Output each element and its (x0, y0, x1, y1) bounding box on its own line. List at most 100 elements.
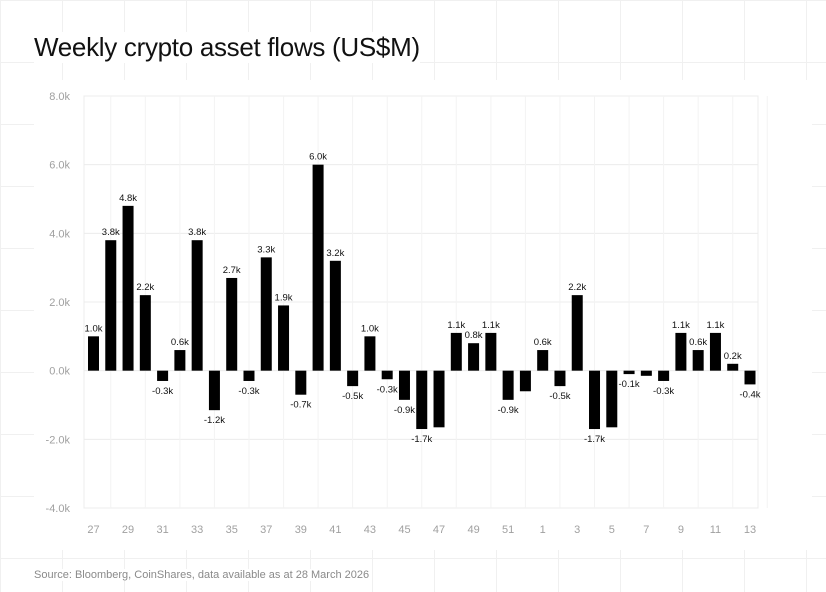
bar (347, 370, 359, 387)
x-tick-label: 7 (643, 524, 649, 536)
bar (364, 336, 376, 371)
data-label: -1.2k (204, 415, 225, 426)
bar (226, 277, 238, 371)
data-label: 1.9k (275, 292, 293, 303)
data-label: 3.3k (257, 244, 275, 255)
bar (329, 260, 341, 371)
data-label: 6.0k (309, 152, 327, 163)
bar (157, 370, 169, 381)
x-tick-label: 13 (744, 524, 756, 536)
bar (88, 336, 99, 371)
x-tick-label: 31 (156, 524, 168, 536)
y-tick-label: 2.0k (49, 297, 70, 309)
data-label: -0.3k (152, 386, 173, 397)
x-tick-label: 43 (364, 524, 376, 536)
data-label: -0.7k (290, 400, 311, 411)
data-label: 3.8k (102, 227, 120, 238)
data-label: -0.3k (238, 386, 259, 397)
bar (727, 363, 739, 371)
y-tick-label: 0.0k (49, 366, 70, 378)
data-label: 1.0k (361, 323, 379, 334)
bar (208, 370, 220, 411)
bar (105, 240, 117, 371)
data-label: -0.5k (342, 391, 363, 402)
bars (88, 164, 756, 430)
data-label: 4.8k (119, 193, 137, 204)
data-label: 2.7k (223, 265, 241, 276)
y-tick-label: 4.0k (49, 228, 70, 240)
bar (640, 370, 652, 376)
x-tick-label: 35 (226, 524, 238, 536)
source-note: Source: Bloomberg, CoinShares, data avai… (34, 569, 370, 581)
bar (468, 343, 480, 371)
bar (433, 370, 445, 428)
data-label: 0.8k (465, 330, 483, 341)
y-tick-label: 8.0k (49, 91, 70, 103)
gridlines (83, 95, 768, 509)
x-tick-label: 49 (467, 524, 479, 536)
bar (571, 295, 583, 371)
y-tick-label: -2.0k (46, 434, 71, 446)
data-label: 1.1k (672, 320, 690, 331)
bar (709, 332, 721, 371)
x-tick-label: 33 (191, 524, 203, 536)
y-tick-label: 6.0k (49, 160, 70, 172)
data-labels: 1.0k 3.8k 4.8k 2.2k -0.3k 0.6k 3.8k -1.2k 2.7k -0… (85, 152, 761, 445)
data-label: 0.6k (171, 337, 189, 348)
bar (243, 370, 255, 381)
chart-title: Weekly crypto asset flows (US$M) (34, 32, 420, 63)
data-label: 1.1k (447, 320, 465, 331)
x-tick-label: 1 (540, 524, 546, 536)
bar (589, 370, 601, 430)
y-tick-label: -4.0k (46, 503, 71, 515)
data-label: -1.7k (411, 434, 432, 445)
x-tick-label: 45 (398, 524, 410, 536)
bar (191, 240, 203, 371)
bar (381, 370, 393, 380)
bar (174, 350, 186, 371)
data-label: 1.1k (706, 320, 724, 331)
x-tick-label: 11 (710, 524, 721, 536)
bar (485, 332, 497, 371)
data-label: -0.3k (377, 384, 398, 395)
data-label: -0.1k (619, 379, 640, 390)
data-label: 1.1k (482, 320, 500, 331)
data-label: 0.6k (689, 337, 707, 348)
bar (537, 350, 549, 371)
x-tick-label: 27 (87, 524, 99, 536)
bar (675, 332, 687, 371)
data-label: -0.4k (739, 389, 760, 400)
data-label: 0.2k (724, 351, 742, 362)
chart-panel (34, 80, 812, 550)
data-label: -0.5k (549, 391, 570, 402)
x-tick-label: 47 (433, 524, 445, 536)
x-tick-label: 39 (295, 524, 307, 536)
bar (692, 350, 704, 371)
data-label: 1.0k (85, 323, 103, 334)
bar (398, 370, 410, 400)
bar (554, 370, 566, 387)
data-label: -0.9k (498, 405, 519, 416)
data-label: 2.2k (568, 282, 586, 293)
bar (416, 370, 428, 430)
x-tick-label: 51 (502, 524, 514, 536)
x-tick-label: 29 (122, 524, 134, 536)
data-label: 2.2k (136, 282, 154, 293)
bar (623, 370, 635, 375)
data-label: 0.6k (534, 337, 552, 348)
x-tick-label: 9 (678, 524, 684, 536)
bar (519, 370, 531, 392)
data-label: -0.3k (653, 386, 674, 397)
x-tick-label: 37 (260, 524, 272, 536)
bar (312, 164, 324, 371)
data-label: 3.2k (326, 248, 344, 259)
x-axis-ticks: 27 29 31 33 35 37 39 41 43 45 47 49 51 1 3 5 7 9 11 13 (87, 524, 756, 536)
bar (278, 305, 290, 371)
data-label: 3.8k (188, 227, 206, 238)
bar (122, 205, 134, 371)
x-tick-label: 41 (329, 524, 341, 536)
x-tick-label: 5 (609, 524, 615, 536)
y-axis-ticks: 8.0k 6.0k 4.0k 2.0k 0.0k -2.0k -4.0k (46, 91, 71, 515)
bar (295, 370, 307, 395)
